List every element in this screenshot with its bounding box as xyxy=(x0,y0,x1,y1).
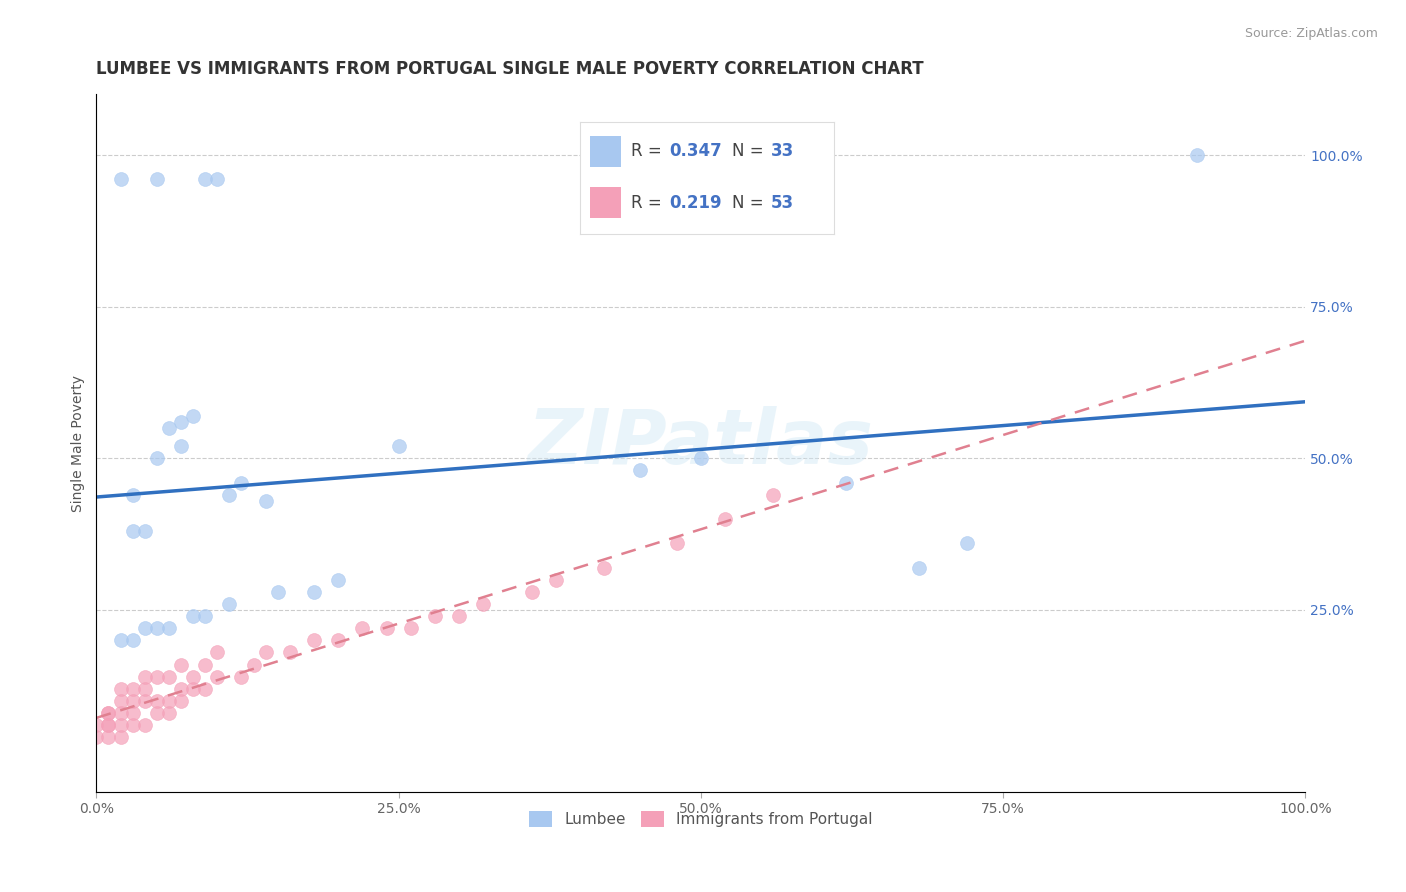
Point xyxy=(689,451,711,466)
Point xyxy=(134,694,156,708)
Text: Source: ZipAtlas.com: Source: ZipAtlas.com xyxy=(1244,27,1378,40)
Point xyxy=(134,670,156,684)
Point xyxy=(134,524,156,538)
Point xyxy=(170,439,193,453)
Point xyxy=(302,584,325,599)
Point xyxy=(375,621,398,635)
Point xyxy=(231,670,253,684)
Point xyxy=(121,524,143,538)
Point xyxy=(110,681,132,696)
Point xyxy=(110,633,132,648)
Point xyxy=(110,706,132,720)
Point xyxy=(207,670,229,684)
Point xyxy=(956,536,979,550)
Point xyxy=(399,621,422,635)
Point xyxy=(146,451,169,466)
Text: ZIPatlas: ZIPatlas xyxy=(527,406,875,480)
Point xyxy=(157,706,180,720)
Point xyxy=(121,488,143,502)
Point xyxy=(194,172,217,186)
Point xyxy=(121,633,143,648)
Point xyxy=(714,512,737,526)
Point xyxy=(218,597,240,611)
Point xyxy=(97,706,120,720)
Point xyxy=(146,670,169,684)
Point xyxy=(134,621,156,635)
Point xyxy=(207,172,229,186)
Point xyxy=(121,706,143,720)
Point xyxy=(388,439,411,453)
Point xyxy=(86,731,108,745)
Point xyxy=(170,681,193,696)
Point xyxy=(170,657,193,672)
Point xyxy=(231,475,253,490)
Point xyxy=(181,681,204,696)
Point xyxy=(170,415,193,429)
Point xyxy=(181,609,204,624)
Y-axis label: Single Male Poverty: Single Male Poverty xyxy=(72,375,86,512)
Point xyxy=(146,621,169,635)
Point xyxy=(121,694,143,708)
Point xyxy=(254,493,277,508)
Text: LUMBEE VS IMMIGRANTS FROM PORTUGAL SINGLE MALE POVERTY CORRELATION CHART: LUMBEE VS IMMIGRANTS FROM PORTUGAL SINGL… xyxy=(97,60,924,78)
Point xyxy=(157,670,180,684)
Point xyxy=(254,645,277,659)
Point xyxy=(146,694,169,708)
Point xyxy=(762,488,785,502)
Point xyxy=(97,706,120,720)
Point xyxy=(593,560,616,574)
Point xyxy=(472,597,495,611)
Point xyxy=(146,172,169,186)
Point xyxy=(157,694,180,708)
Point xyxy=(110,731,132,745)
Point xyxy=(97,718,120,732)
Point xyxy=(328,633,350,648)
Point xyxy=(194,681,217,696)
Point xyxy=(665,536,688,550)
Point xyxy=(302,633,325,648)
Point xyxy=(278,645,301,659)
Point xyxy=(194,657,217,672)
Point xyxy=(110,172,132,186)
Point xyxy=(328,573,350,587)
Point xyxy=(181,409,204,423)
Point xyxy=(134,718,156,732)
Point xyxy=(423,609,446,624)
Legend: Lumbee, Immigrants from Portugal: Lumbee, Immigrants from Portugal xyxy=(523,805,879,833)
Point xyxy=(110,694,132,708)
Point xyxy=(207,645,229,659)
Point xyxy=(628,463,651,477)
Point xyxy=(121,681,143,696)
Point xyxy=(121,718,143,732)
Point xyxy=(218,488,240,502)
Point xyxy=(157,621,180,635)
Point xyxy=(86,718,108,732)
Point xyxy=(449,609,471,624)
Point xyxy=(97,731,120,745)
Point xyxy=(267,584,290,599)
Point xyxy=(181,670,204,684)
Point xyxy=(1185,148,1208,162)
Point xyxy=(520,584,543,599)
Point xyxy=(242,657,264,672)
Point xyxy=(110,718,132,732)
Point xyxy=(170,694,193,708)
Point xyxy=(146,706,169,720)
Point xyxy=(157,421,180,435)
Point xyxy=(194,609,217,624)
Point xyxy=(352,621,374,635)
Point xyxy=(835,475,858,490)
Point xyxy=(544,573,567,587)
Point xyxy=(907,560,929,574)
Point xyxy=(97,718,120,732)
Point xyxy=(134,681,156,696)
